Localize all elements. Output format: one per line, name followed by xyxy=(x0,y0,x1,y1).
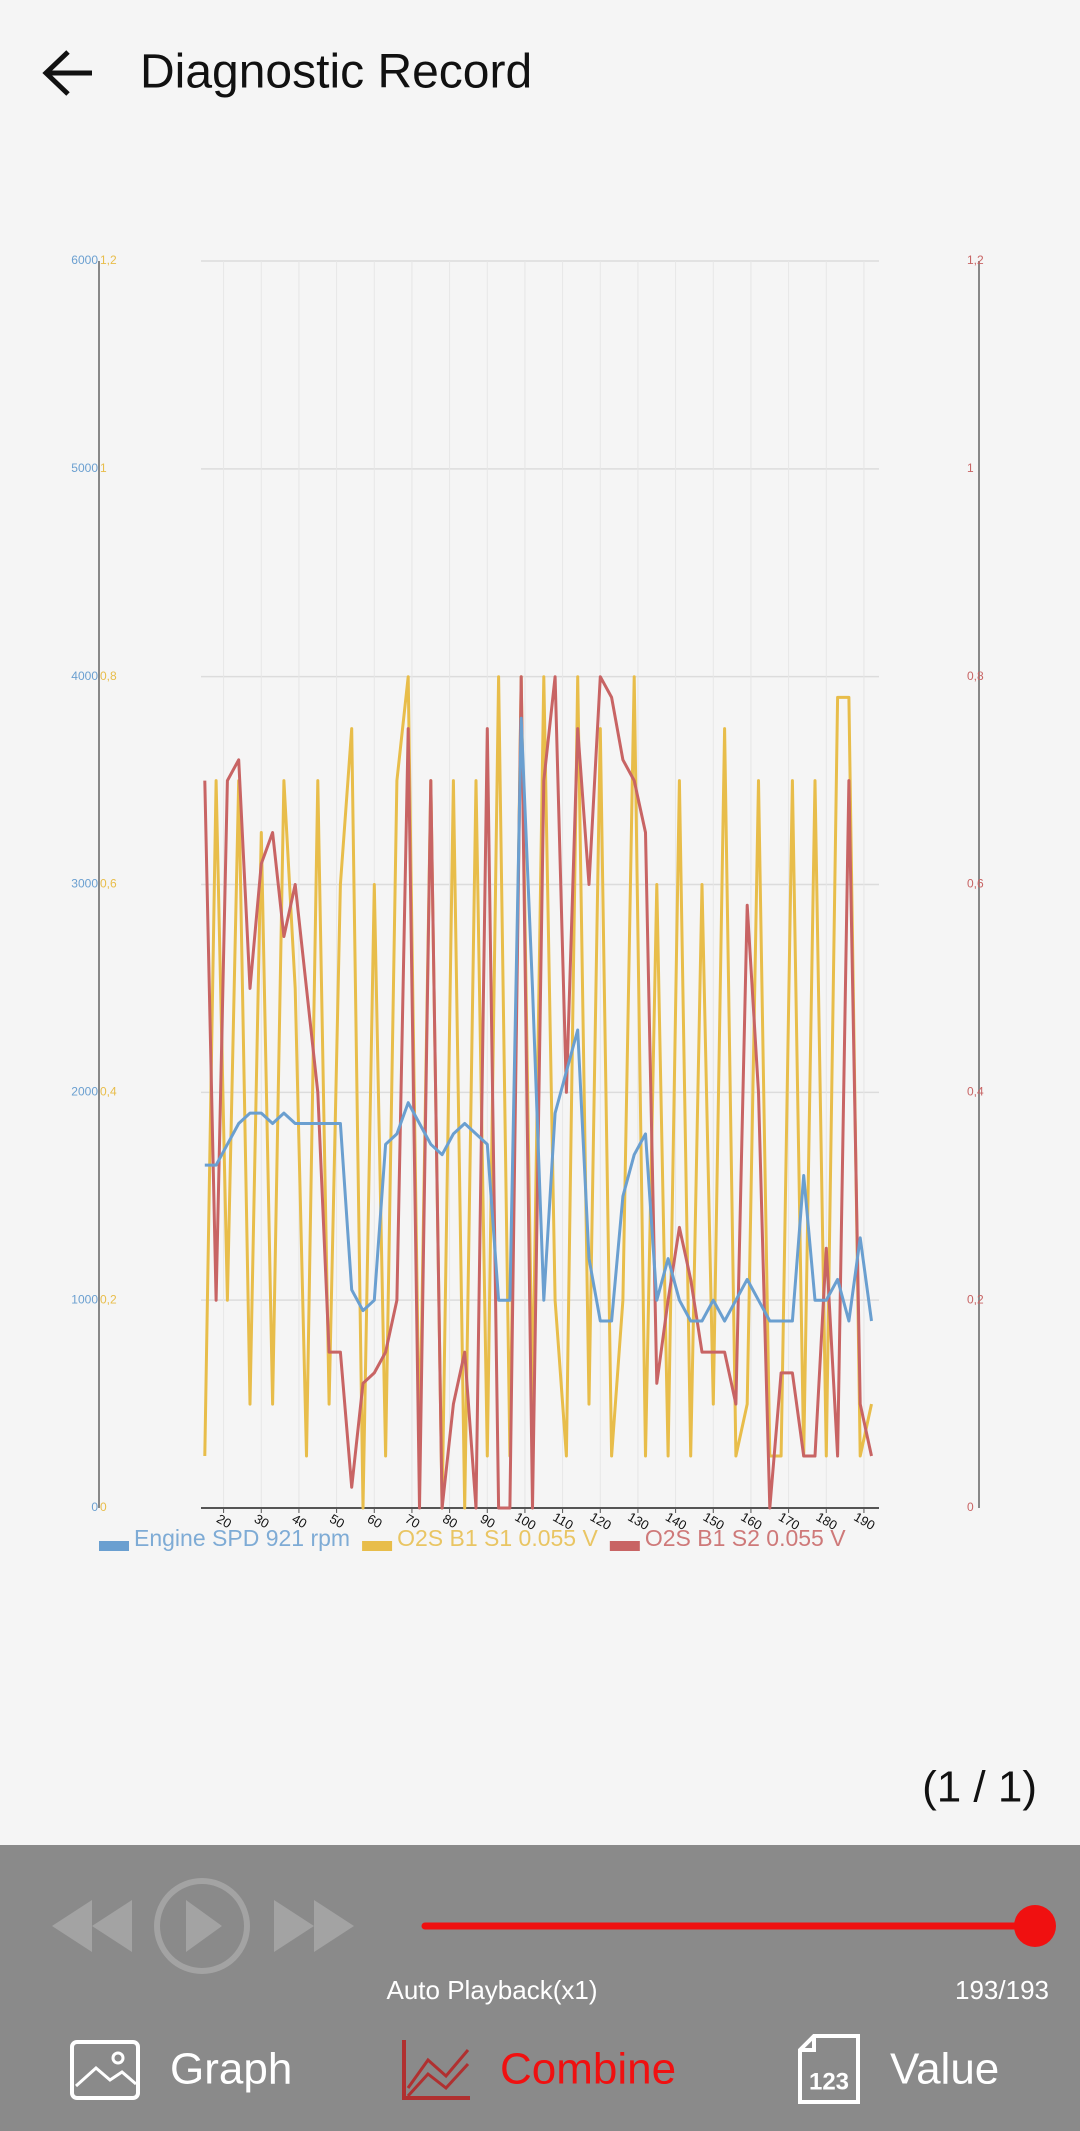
x-tick-label: 20 xyxy=(214,1511,234,1531)
y3-tick-label: 0,6 xyxy=(967,877,984,891)
legend-label: O2S B1 S2 0.055 V xyxy=(645,1525,846,1551)
playback-mode: Auto Playback(x1) xyxy=(387,1975,598,2005)
graph-icon-sun xyxy=(111,2051,125,2065)
back-arrow xyxy=(42,50,92,96)
forward-icon xyxy=(274,1900,354,1952)
y-tick-label: 5000 xyxy=(71,461,98,475)
x-tick-label: 30 xyxy=(252,1511,272,1531)
legend-swatch xyxy=(362,1541,393,1551)
y-tick-label: 1000 xyxy=(71,1292,98,1306)
play-circle xyxy=(154,1878,250,1974)
y3-tick-label: 0,4 xyxy=(967,1085,984,1099)
x-tick-label: 80 xyxy=(440,1511,460,1531)
y-tick-label: 0 xyxy=(91,1500,98,1514)
x-tick-label: 90 xyxy=(478,1511,498,1531)
rewind-button[interactable] xyxy=(52,1900,132,1952)
graph-icon-line xyxy=(74,2066,137,2088)
legend-label: O2S B1 S1 0.055 V xyxy=(397,1525,598,1551)
y2-tick-label: 0,2 xyxy=(100,1292,117,1306)
slider-knob[interactable] xyxy=(1014,1905,1056,1947)
y2-tick-label: 0,8 xyxy=(100,669,117,683)
y2-tick-label: 0 xyxy=(100,1500,107,1514)
y2-tick-label: 1 xyxy=(100,461,107,475)
value-icon xyxy=(798,2034,860,2104)
tab-label: Value xyxy=(890,2045,999,2094)
rewind-icon xyxy=(52,1900,132,1952)
combine-icon-axes xyxy=(402,2040,470,2100)
y3-tick-label: 0,2 xyxy=(967,1292,984,1306)
play-button[interactable] xyxy=(154,1878,250,1974)
y2-tick-label: 0,4 xyxy=(100,1085,117,1099)
back-button[interactable] xyxy=(42,50,92,96)
y-tick-label: 6000 xyxy=(71,253,98,267)
page-title: Diagnostic Record xyxy=(140,46,532,99)
y-tick-label: 2000 xyxy=(71,1085,98,1099)
y-tick-label: 3000 xyxy=(71,877,98,891)
forward-button[interactable] xyxy=(274,1900,354,1952)
control-panel xyxy=(0,1845,1080,2131)
legend-label: Engine SPD 921 rpm xyxy=(134,1525,350,1551)
x-tick-label: 60 xyxy=(365,1511,385,1531)
playback-position: 193/193 xyxy=(955,1975,1049,2005)
value-icon-text: 123 xyxy=(809,2068,849,2095)
play-icon xyxy=(186,1900,222,1952)
x-tick-label: 70 xyxy=(402,1511,422,1531)
y3-tick-label: 0,8 xyxy=(967,669,984,683)
tab-label: Combine xyxy=(500,2045,676,2094)
y3-tick-label: 1,2 xyxy=(967,253,984,267)
x-tick-label: 50 xyxy=(327,1511,347,1531)
tab-label: Graph xyxy=(170,2045,292,2094)
y3-tick-label: 0 xyxy=(967,1500,974,1514)
series-line xyxy=(203,675,873,1510)
combine-icon-lines xyxy=(406,2049,470,2098)
y3-tick-label: 1 xyxy=(967,461,974,475)
y-tick-label: 4000 xyxy=(71,669,98,683)
graph-icon xyxy=(70,2040,140,2100)
series-line xyxy=(204,716,873,1323)
legend-swatch xyxy=(99,1541,129,1551)
page-indicator: (1 / 1) xyxy=(922,1763,1037,1812)
graph-tab[interactable]: Graph xyxy=(70,2040,292,2100)
x-tick-label: 40 xyxy=(289,1511,309,1531)
legend-swatch xyxy=(609,1541,640,1551)
y2-tick-label: 0,6 xyxy=(100,877,117,891)
value-tab[interactable]: 123 Value xyxy=(798,2034,999,2104)
y2-tick-label: 1,2 xyxy=(100,253,117,267)
combine-tab[interactable]: Combine xyxy=(402,2040,676,2100)
